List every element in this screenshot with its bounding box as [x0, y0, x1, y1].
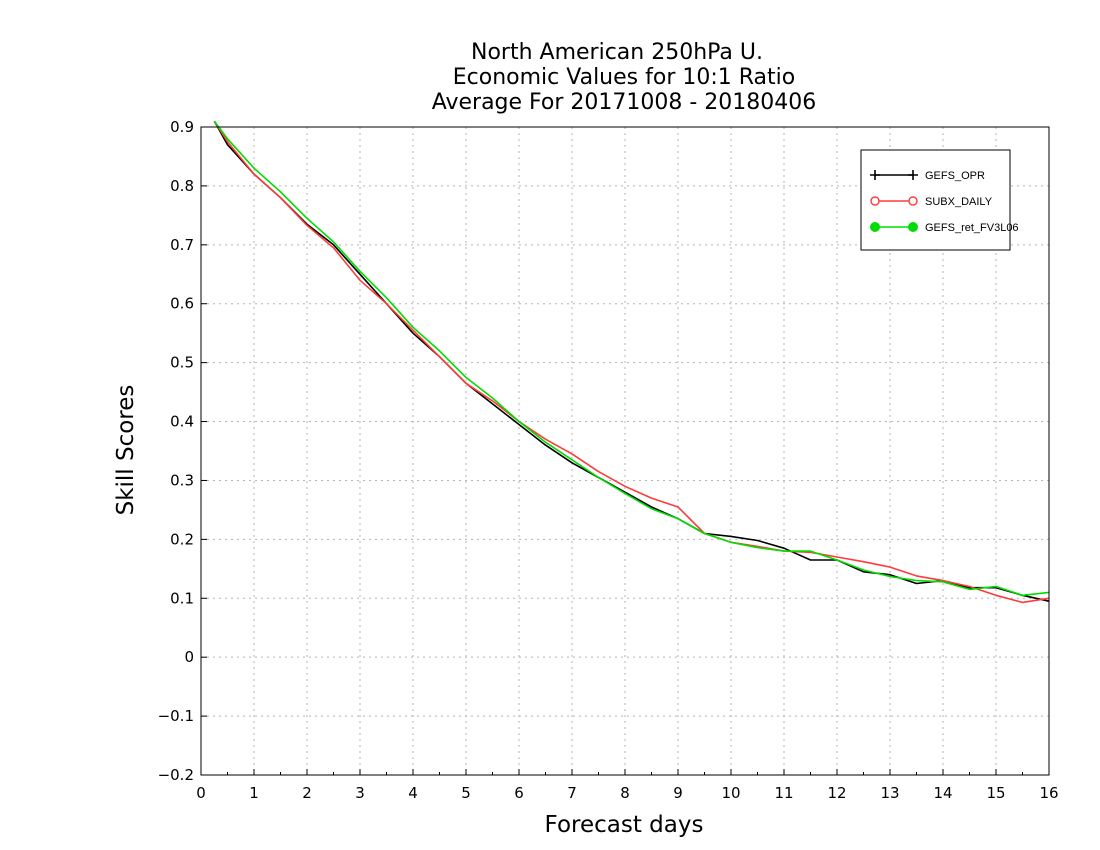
chart-title: North American 250hPa U. Economic Values…: [432, 40, 817, 115]
x-tick-label: 4: [408, 784, 418, 802]
x-tick-label: 6: [514, 784, 524, 802]
series-line-gefs-opr: [213, 120, 1050, 602]
x-tick-label: 7: [567, 784, 577, 802]
y-tick-label: 0.9: [170, 118, 194, 136]
grid: [201, 127, 1049, 775]
y-tick-label: 0.4: [170, 413, 194, 431]
y-tick-label: 0.5: [170, 354, 194, 372]
title-line-1: North American 250hPa U.: [471, 40, 763, 65]
x-axis-label: Forecast days: [545, 812, 704, 838]
x-tick-label: 8: [620, 784, 630, 802]
legend-marker-filled-circle: [870, 222, 880, 232]
y-tick-label: 0.3: [170, 471, 194, 489]
y-tick-label: −0.1: [158, 707, 194, 725]
x-tick-label: 10: [721, 784, 740, 802]
y-tick-label: 0: [184, 648, 194, 666]
legend: GEFS_OPR SUBX_DAILY GEFS_ret_FV3L06: [860, 149, 1019, 251]
legend-label: SUBX_DAILY: [925, 196, 993, 208]
axis-ticks: 0 1 2 3 4 5 6 7 8 9 10 11 12 13 14 15 16−0.2−0.100.10.20…: [158, 118, 1059, 802]
y-tick-label: −0.2: [158, 766, 194, 784]
series-lines: [213, 120, 1050, 604]
x-tick-label: 2: [302, 784, 312, 802]
y-axis-label: Skill Scores: [113, 385, 139, 516]
y-tick-label: 0.6: [170, 295, 194, 313]
x-tick-label: 16: [1039, 784, 1058, 802]
x-tick-label: 13: [880, 784, 899, 802]
legend-marker-plus: [908, 170, 918, 180]
legend-label: GEFS_OPR: [925, 170, 985, 182]
series-line-gefs-ret-fv3l06: [213, 120, 1050, 597]
x-tick-label: 1: [249, 784, 259, 802]
legend-marker-open-circle: [908, 196, 918, 206]
legend-box: [860, 149, 1011, 251]
legend-marker-filled-circle: [908, 222, 918, 232]
x-tick-label: 3: [355, 784, 365, 802]
x-tick-label: 12: [827, 784, 846, 802]
legend-marker-open-circle: [870, 196, 880, 206]
legend-label: GEFS_ret_FV3L06: [925, 222, 1019, 234]
x-tick-label: 5: [461, 784, 471, 802]
x-tick-label: 15: [986, 784, 1005, 802]
x-tick-label: 0: [196, 784, 206, 802]
legend-marker-plus: [870, 170, 880, 180]
title-line-2: Economic Values for 10:1 Ratio: [453, 65, 795, 90]
x-tick-label: 14: [933, 784, 952, 802]
x-tick-label: 9: [673, 784, 683, 802]
y-tick-label: 0.7: [170, 236, 194, 254]
y-tick-label: 0.1: [170, 589, 194, 607]
x-tick-label: 11: [774, 784, 793, 802]
y-tick-label: 0.2: [170, 530, 194, 548]
title-line-3: Average For 20171008 - 20180406: [432, 90, 817, 115]
y-tick-label: 0.8: [170, 177, 194, 195]
series-line-subx-daily: [213, 120, 1050, 604]
